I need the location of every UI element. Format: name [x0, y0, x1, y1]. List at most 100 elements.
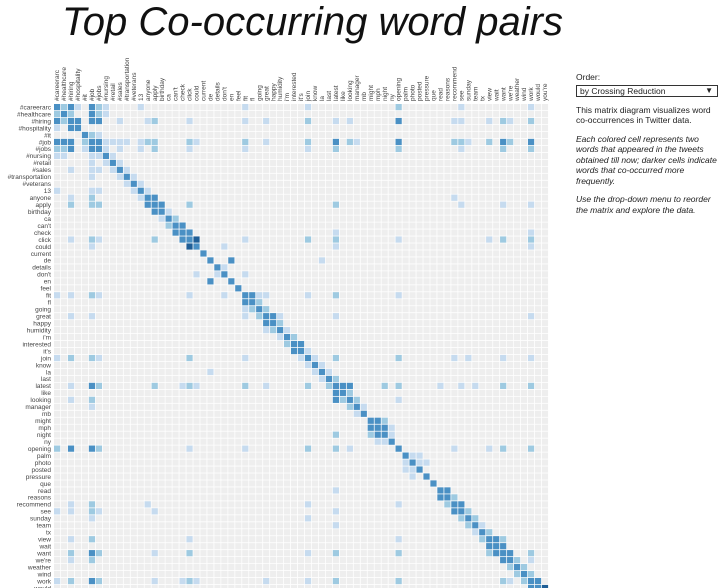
- matrix-cell[interactable]: [88, 138, 96, 146]
- matrix-cell[interactable]: [186, 201, 193, 208]
- matrix-cell[interactable]: [186, 354, 193, 362]
- row-label[interactable]: happy: [33, 320, 51, 327]
- matrix-cell[interactable]: [395, 104, 402, 111]
- matrix-cell[interactable]: [193, 236, 200, 243]
- matrix-cell[interactable]: [67, 445, 75, 452]
- matrix-cell[interactable]: [332, 487, 339, 494]
- matrix-cell[interactable]: [130, 187, 137, 194]
- row-label[interactable]: wind: [37, 571, 52, 578]
- column-label[interactable]: ca: [166, 94, 173, 101]
- matrix-cell[interactable]: [88, 292, 96, 299]
- matrix-cell[interactable]: [311, 368, 319, 376]
- matrix-cell[interactable]: [381, 382, 388, 389]
- matrix-cell[interactable]: [54, 152, 61, 159]
- row-label[interactable]: apply: [35, 202, 51, 209]
- matrix-cell[interactable]: [465, 522, 472, 529]
- row-label[interactable]: birthday: [28, 209, 52, 216]
- matrix-cell[interactable]: [423, 459, 430, 466]
- matrix-cell[interactable]: [186, 236, 193, 243]
- matrix-cell[interactable]: [263, 320, 270, 327]
- matrix-cell[interactable]: [151, 194, 158, 201]
- row-label[interactable]: could: [35, 244, 51, 251]
- matrix-cell[interactable]: [116, 166, 123, 173]
- matrix-cell[interactable]: [130, 180, 137, 187]
- row-label[interactable]: #hiring: [31, 118, 51, 125]
- row-label[interactable]: great: [36, 314, 51, 321]
- row-label[interactable]: latest: [35, 383, 51, 390]
- row-label[interactable]: de: [44, 258, 52, 265]
- column-label[interactable]: like: [340, 91, 347, 101]
- matrix-cell[interactable]: [95, 550, 103, 557]
- matrix-cell[interactable]: [507, 138, 514, 146]
- row-label[interactable]: we're: [35, 557, 52, 564]
- matrix-cell[interactable]: [60, 110, 68, 118]
- matrix-cell[interactable]: [527, 104, 535, 111]
- column-label[interactable]: we're: [507, 85, 514, 102]
- column-label[interactable]: view: [486, 88, 493, 101]
- matrix-cell[interactable]: [395, 354, 402, 362]
- matrix-cell[interactable]: [527, 229, 535, 236]
- matrix-cell[interactable]: [458, 508, 465, 515]
- matrix-cell[interactable]: [486, 550, 493, 557]
- matrix-cell[interactable]: [311, 361, 319, 369]
- column-label[interactable]: night: [382, 87, 389, 101]
- matrix-cell[interactable]: [158, 201, 165, 208]
- matrix-cell[interactable]: [304, 104, 312, 111]
- matrix-cell[interactable]: [304, 550, 312, 557]
- matrix-cell[interactable]: [95, 201, 103, 208]
- matrix-cell[interactable]: [332, 577, 339, 585]
- matrix-cell[interactable]: [514, 570, 521, 578]
- matrix-cell[interactable]: [186, 117, 193, 125]
- row-label[interactable]: weather: [27, 564, 52, 571]
- matrix-cell[interactable]: [527, 117, 535, 125]
- matrix-cell[interactable]: [102, 159, 109, 166]
- matrix-cell[interactable]: [74, 117, 82, 125]
- row-label[interactable]: mb: [42, 411, 51, 418]
- row-label[interactable]: en: [44, 279, 52, 286]
- matrix-cell[interactable]: [242, 236, 249, 243]
- matrix-cell[interactable]: [277, 334, 284, 341]
- matrix-cell[interactable]: [179, 577, 186, 585]
- matrix-cell[interactable]: [67, 236, 75, 243]
- matrix-cell[interactable]: [67, 194, 75, 201]
- matrix-cell[interactable]: [151, 236, 158, 243]
- column-label[interactable]: latest: [333, 85, 340, 101]
- matrix-cell[interactable]: [151, 117, 158, 125]
- matrix-cell[interactable]: [304, 236, 312, 243]
- matrix-cell[interactable]: [465, 515, 472, 522]
- matrix-cell[interactable]: [95, 117, 103, 125]
- matrix-cell[interactable]: [458, 145, 465, 153]
- column-label[interactable]: can't: [173, 87, 180, 101]
- matrix-cell[interactable]: [304, 577, 312, 585]
- matrix-cell[interactable]: [500, 236, 507, 243]
- matrix-cell[interactable]: [207, 368, 214, 376]
- column-label[interactable]: anyone: [145, 79, 152, 101]
- matrix-cell[interactable]: [179, 236, 186, 243]
- matrix-cell[interactable]: [67, 501, 75, 508]
- row-label[interactable]: manager: [25, 404, 51, 411]
- row-label[interactable]: like: [41, 390, 51, 397]
- matrix-cell[interactable]: [290, 347, 298, 355]
- column-label[interactable]: wind: [521, 87, 528, 102]
- matrix-cell[interactable]: [451, 194, 458, 201]
- matrix-cell[interactable]: [304, 354, 312, 362]
- column-label[interactable]: reasons: [445, 77, 452, 101]
- matrix-cell[interactable]: [263, 313, 270, 320]
- matrix-cell[interactable]: [458, 515, 465, 522]
- matrix-cell[interactable]: [472, 522, 479, 529]
- matrix-cell[interactable]: [207, 257, 214, 264]
- matrix-cell[interactable]: [486, 445, 493, 452]
- matrix-cell[interactable]: [186, 536, 193, 543]
- row-label[interactable]: i'm: [43, 334, 51, 341]
- matrix-cell[interactable]: [486, 543, 493, 550]
- row-label[interactable]: last: [41, 376, 51, 383]
- column-label[interactable]: work: [528, 87, 535, 102]
- matrix-cell[interactable]: [54, 110, 61, 118]
- matrix-cell[interactable]: [102, 145, 109, 153]
- column-label[interactable]: manager: [354, 75, 361, 101]
- matrix-cell[interactable]: [388, 438, 395, 445]
- row-label[interactable]: view: [38, 537, 51, 544]
- matrix-cell[interactable]: [451, 494, 458, 501]
- matrix-cell[interactable]: [493, 543, 500, 550]
- matrix-cell[interactable]: [458, 117, 465, 125]
